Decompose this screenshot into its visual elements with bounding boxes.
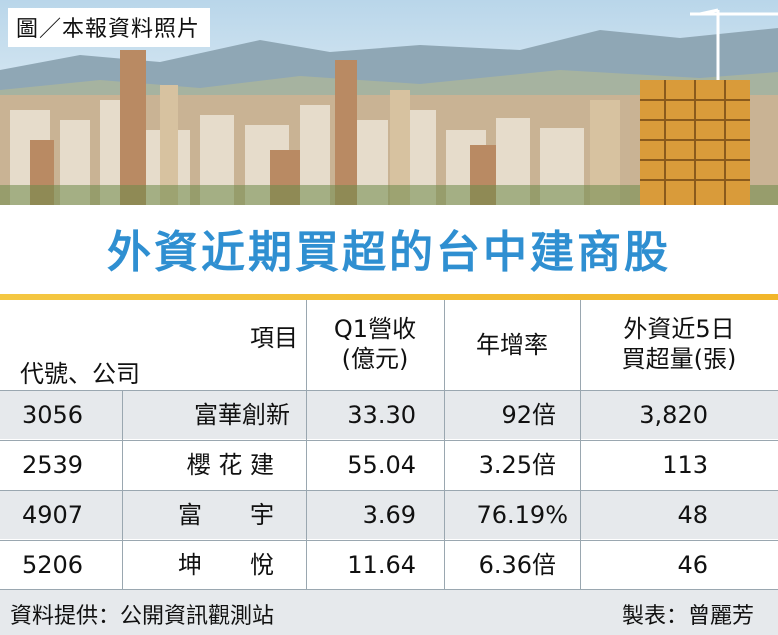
header-q1-revenue-line2: (億元) — [341, 345, 409, 373]
photo-credit: 圖／本報資料照片 — [8, 8, 211, 47]
table-row: 5206 坤 悅 11.64 6.36倍 46 — [0, 541, 778, 589]
stock-code: 5206 — [22, 551, 84, 579]
yoy-growth: 92倍 — [501, 401, 556, 429]
foreign-net-buy: 48 — [677, 501, 708, 529]
table-maker: 製表：曾麗芳 — [621, 604, 754, 629]
q1-revenue: 55.04 — [347, 451, 416, 479]
data-source: 資料提供：公開資訊觀測站 — [10, 604, 275, 629]
table-row: 3056 富華創新 33.30 92倍 3,820 — [0, 391, 778, 439]
company-name: 富 宇 — [178, 501, 274, 529]
foreign-net-buy: 113 — [662, 451, 708, 479]
company-name: 坤 悅 — [178, 551, 274, 579]
column-divider — [580, 391, 581, 589]
title-divider — [0, 294, 778, 300]
foreign-net-buy: 46 — [677, 551, 708, 579]
stock-code: 4907 — [22, 501, 84, 529]
stock-code: 2539 — [22, 451, 84, 479]
q1-revenue: 3.69 — [362, 501, 416, 529]
header-divider — [306, 300, 307, 390]
header-item-label: 項目 — [250, 324, 298, 352]
header-item-company-cell: 項目 代號、公司 — [0, 300, 306, 390]
header-divider — [580, 300, 581, 390]
yoy-growth: 3.25倍 — [478, 451, 556, 479]
city-skyline-photo: 圖／本報資料照片 — [0, 0, 778, 205]
row-divider — [0, 540, 778, 541]
header-divider — [444, 300, 445, 390]
header-bottom-rule — [0, 390, 778, 391]
column-divider — [306, 391, 307, 589]
table-footer: 資料提供：公開資訊觀測站 製表：曾麗芳 — [0, 590, 778, 635]
company-name: 富華創新 — [194, 401, 290, 429]
header-foreign-line2: 買超量(張) — [621, 345, 737, 373]
header-foreign-net-buy: 外資近5日 買超量(張) — [580, 314, 778, 374]
chart-title: 外資近期買超的台中建商股 — [107, 227, 671, 278]
column-divider — [122, 391, 123, 589]
header-code-company-label: 代號、公司 — [20, 360, 140, 388]
skyline-illustration — [0, 8, 778, 205]
q1-revenue: 11.64 — [347, 551, 416, 579]
stock-code: 3056 — [22, 401, 84, 429]
header-q1-revenue-line1: Q1營收 — [333, 315, 417, 343]
yoy-growth: 76.19% — [476, 501, 568, 529]
foreign-net-buy: 3,820 — [639, 401, 708, 429]
table-row: 2539 櫻 花 建 55.04 3.25倍 113 — [0, 441, 778, 489]
table-row: 4907 富 宇 3.69 76.19% 48 — [0, 491, 778, 539]
company-name: 櫻 花 建 — [186, 451, 274, 479]
row-divider — [0, 589, 778, 590]
q1-revenue: 33.30 — [347, 401, 416, 429]
header-q1-revenue: Q1營收 (億元) — [306, 314, 444, 374]
row-divider — [0, 490, 778, 491]
header-yoy: 年增率 — [476, 331, 548, 359]
row-divider — [0, 440, 778, 441]
header-foreign-line1: 外資近5日 — [623, 315, 735, 343]
column-divider — [444, 391, 445, 589]
yoy-growth: 6.36倍 — [478, 551, 556, 579]
